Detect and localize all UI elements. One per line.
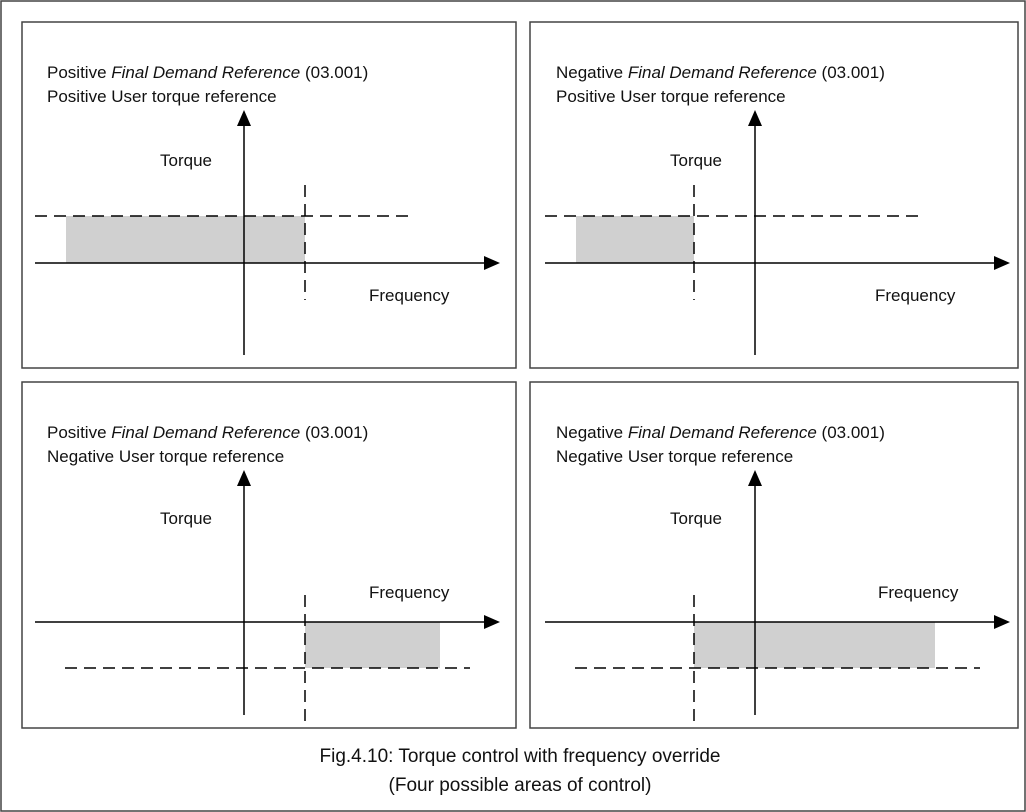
- arrow: [748, 470, 762, 486]
- arrow: [237, 470, 251, 486]
- heading: Negative Final Demand Reference (03.001): [556, 423, 885, 442]
- heading: Negative Final Demand Reference (03.001): [556, 63, 885, 82]
- frequency-label: Frequency: [878, 583, 959, 602]
- frequency-label: Frequency: [369, 286, 450, 305]
- heading: Positive Final Demand Reference (03.001): [47, 63, 368, 82]
- subheading: Negative User torque reference: [556, 447, 793, 466]
- panel: Positive Final Demand Reference (03.001)…: [21, 381, 517, 729]
- torque-label: Torque: [160, 151, 212, 170]
- arrow: [748, 110, 762, 126]
- arrow: [484, 256, 500, 270]
- frequency-label: Frequency: [369, 583, 450, 602]
- subheading: Positive User torque reference: [47, 87, 277, 106]
- arrow: [994, 615, 1010, 629]
- panel: Positive Final Demand Reference (03.001)…: [21, 21, 517, 369]
- arrow: [237, 110, 251, 126]
- control-area: [576, 216, 694, 263]
- subheading: Positive User torque reference: [556, 87, 786, 106]
- torque-label: Torque: [160, 509, 212, 528]
- torque-label: Torque: [670, 509, 722, 528]
- control-area: [66, 216, 305, 263]
- arrow: [994, 256, 1010, 270]
- panel-frame: [529, 21, 1019, 369]
- panel: Negative Final Demand Reference (03.001)…: [529, 381, 1019, 729]
- frequency-label: Frequency: [875, 286, 956, 305]
- control-area: [305, 622, 440, 668]
- caption: (Four possible areas of control): [389, 775, 652, 796]
- panel-frame: [21, 381, 517, 729]
- subheading: Negative User torque reference: [47, 447, 284, 466]
- control-area: [694, 622, 935, 668]
- panel-frame: [21, 21, 517, 369]
- panel-frame: [529, 381, 1019, 729]
- panel: Negative Final Demand Reference (03.001)…: [529, 21, 1019, 369]
- arrow: [484, 615, 500, 629]
- heading: Positive Final Demand Reference (03.001): [47, 423, 368, 442]
- torque-label: Torque: [670, 151, 722, 170]
- caption: Fig.4.10: Torque control with frequency …: [320, 746, 721, 767]
